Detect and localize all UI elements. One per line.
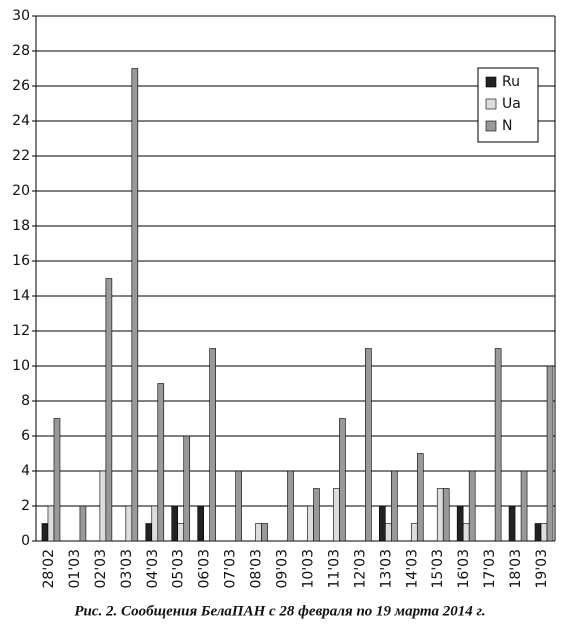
- legend-label: Ua: [502, 96, 521, 112]
- bar: [99, 470, 107, 542]
- bar: [540, 523, 548, 542]
- bar: [339, 418, 346, 542]
- x-tick-label: 07'03: [223, 549, 239, 588]
- x-tick-label: 06'03: [197, 549, 213, 588]
- x-tick-label: 11'03: [326, 549, 342, 588]
- bar: [365, 348, 372, 542]
- y-tick-label: 2: [21, 498, 30, 514]
- x-tick-label: 18'03: [508, 549, 524, 588]
- y-tick-label: 10: [12, 358, 30, 374]
- legend-swatch: [485, 76, 497, 88]
- y-tick-label: 0: [21, 533, 30, 549]
- bar: [468, 470, 476, 542]
- y-tick-label: 28: [12, 43, 30, 59]
- x-tick-label: 15'03: [430, 549, 446, 588]
- y-tick-label: 16: [12, 253, 30, 269]
- bar: [105, 278, 113, 542]
- y-tick-label: 14: [12, 288, 30, 304]
- bar: [313, 488, 320, 542]
- bar: [287, 470, 294, 542]
- x-tick-label: 05'03: [171, 549, 187, 588]
- bar: [131, 68, 139, 542]
- x-tick-label: 19'03: [534, 549, 550, 588]
- legend-swatch: [485, 98, 497, 110]
- legend-label: Ru: [502, 74, 520, 90]
- bar: [508, 505, 516, 542]
- x-tick-label: 10'03: [300, 549, 316, 588]
- chart-caption: Рис. 2. Сообщения БелаПАН с 28 февраля п…: [74, 603, 485, 619]
- bar: [379, 505, 386, 542]
- bar: [151, 505, 159, 542]
- bar: [79, 505, 87, 542]
- bar: [546, 365, 554, 542]
- bar: [410, 523, 418, 542]
- y-tick-label: 30: [12, 8, 30, 24]
- bar: [416, 453, 424, 542]
- bar: [235, 470, 242, 542]
- x-tick-label: 14'03: [404, 549, 420, 588]
- bar: [125, 505, 133, 542]
- x-tick-label: 17'03: [482, 549, 498, 588]
- bar: [462, 523, 470, 542]
- bar: [47, 505, 55, 542]
- y-tick-label: 6: [21, 428, 30, 444]
- x-tick-label: 01'03: [67, 549, 83, 588]
- bar: [177, 523, 185, 542]
- bar: [391, 470, 398, 542]
- bar: [171, 505, 179, 542]
- legend-label: N: [502, 118, 512, 134]
- y-tick-label: 4: [21, 463, 30, 479]
- bar: [456, 505, 464, 542]
- x-tick-label: 04'03: [145, 549, 161, 588]
- bar: [197, 505, 204, 542]
- y-tick-label: 26: [12, 78, 30, 94]
- bar: [261, 523, 268, 542]
- y-tick-label: 20: [12, 183, 30, 199]
- x-tick-label: 13'03: [378, 549, 394, 588]
- bar: [255, 523, 262, 542]
- bar: [436, 488, 444, 542]
- x-tick-label: 02'03: [93, 549, 109, 588]
- x-tick-label: 08'03: [249, 549, 265, 588]
- x-tick-label: 28'02: [41, 549, 57, 588]
- bar: [520, 470, 528, 542]
- bar: [41, 523, 49, 542]
- y-tick-label: 22: [12, 148, 30, 164]
- bar: [494, 348, 502, 542]
- legend-swatch: [485, 120, 497, 132]
- bar: [307, 505, 314, 542]
- bar: [145, 523, 153, 542]
- y-tick-label: 12: [12, 323, 30, 339]
- bar: [333, 488, 340, 542]
- bar: [442, 488, 450, 542]
- bar: [534, 523, 542, 542]
- x-tick-label: 16'03: [456, 549, 472, 588]
- x-tick-label: 12'03: [352, 549, 368, 588]
- bar: [209, 348, 216, 542]
- bar: [157, 383, 165, 542]
- y-tick-label: 8: [21, 393, 30, 409]
- x-tick-label: 09'03: [275, 549, 291, 588]
- y-tick-label: 24: [12, 113, 30, 129]
- y-tick-label: 18: [12, 218, 30, 234]
- x-tick-label: 03'03: [119, 549, 135, 588]
- bar: [385, 523, 392, 542]
- bar: [183, 435, 191, 542]
- bar: [53, 418, 61, 542]
